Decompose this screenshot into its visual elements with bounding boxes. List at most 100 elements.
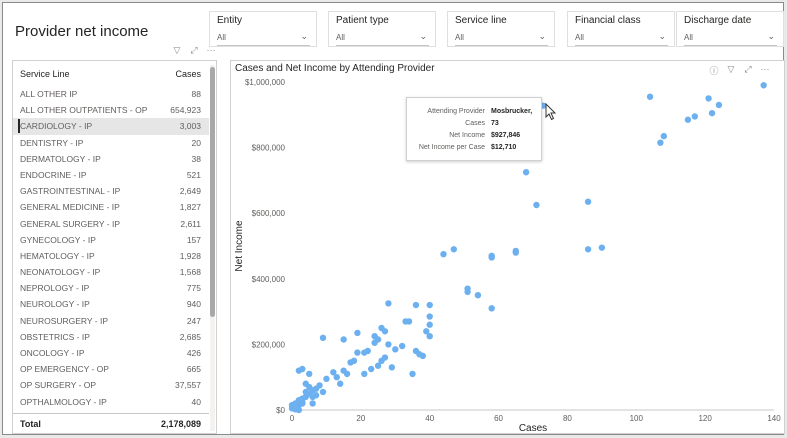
table-row[interactable]: OPTHALMOLOGY - IP 40 xyxy=(13,394,209,410)
data-point[interactable] xyxy=(385,341,392,348)
data-point[interactable] xyxy=(323,375,330,383)
data-point[interactable] xyxy=(309,400,316,407)
data-point[interactable] xyxy=(371,339,378,346)
slicer-dropdown[interactable]: All ⌄ xyxy=(217,31,310,46)
data-point[interactable] xyxy=(488,254,495,261)
data-point[interactable] xyxy=(412,301,420,309)
more-options-icon[interactable]: ··· xyxy=(206,45,216,55)
column-header-cases[interactable]: Cases xyxy=(175,69,201,79)
slicer-dropdown[interactable]: All ⌄ xyxy=(684,31,777,46)
data-point[interactable] xyxy=(715,101,723,109)
slicer-patient-type[interactable]: Patient type All ⌄ xyxy=(328,11,436,47)
data-point[interactable] xyxy=(426,313,433,320)
data-point[interactable] xyxy=(288,401,296,409)
data-point[interactable] xyxy=(584,198,592,205)
data-point[interactable] xyxy=(657,139,664,146)
data-point[interactable] xyxy=(367,365,375,373)
data-point[interactable] xyxy=(312,392,320,399)
data-point[interactable] xyxy=(385,300,392,307)
data-point[interactable] xyxy=(691,113,699,120)
data-point[interactable] xyxy=(464,288,471,296)
data-point[interactable] xyxy=(381,328,389,335)
table-row[interactable]: ENDOCRINE - IP 521 xyxy=(13,167,209,183)
data-point[interactable] xyxy=(512,249,519,256)
data-point[interactable] xyxy=(306,370,313,378)
scrollbar-thumb[interactable] xyxy=(210,67,215,317)
data-point[interactable] xyxy=(299,365,306,373)
filter-icon[interactable]: ▽ xyxy=(727,64,735,74)
filter-icon[interactable]: ▽ xyxy=(173,45,181,55)
data-point[interactable] xyxy=(708,109,716,117)
table-row[interactable]: ALL OTHER OUTPATIENTS - OP 654,923 xyxy=(13,102,209,118)
data-point[interactable] xyxy=(398,342,406,350)
data-point[interactable] xyxy=(354,349,361,356)
data-point[interactable] xyxy=(488,305,495,312)
table-row[interactable]: NEUROSURGERY - IP 247 xyxy=(13,313,209,329)
table-row[interactable]: GENERAL MEDICINE - IP 1,827 xyxy=(13,199,209,215)
slicer-financial-class[interactable]: Financial class All ⌄ xyxy=(567,11,675,47)
data-point[interactable] xyxy=(419,352,427,360)
table-row[interactable]: OP EMERGENCY - OP 665 xyxy=(13,361,209,377)
data-point[interactable] xyxy=(333,374,340,381)
data-point[interactable] xyxy=(533,201,540,209)
data-point[interactable] xyxy=(450,246,458,253)
slicer-entity[interactable]: Entity All ⌄ xyxy=(209,11,317,47)
data-point[interactable] xyxy=(684,116,692,123)
data-point[interactable] xyxy=(295,406,303,414)
data-point[interactable] xyxy=(378,357,385,364)
data-point[interactable] xyxy=(330,369,337,376)
data-point[interactable] xyxy=(374,362,382,369)
more-options-icon[interactable]: ··· xyxy=(760,64,770,74)
table-row[interactable]: DERMATOLOGY - IP 38 xyxy=(13,151,209,167)
table-scrollbar[interactable] xyxy=(210,65,215,431)
data-point[interactable] xyxy=(319,388,327,396)
data-point[interactable] xyxy=(760,82,767,89)
data-point[interactable] xyxy=(388,364,396,371)
data-point[interactable] xyxy=(474,292,482,299)
table-row[interactable]: DENTISTRY - IP 20 xyxy=(13,135,209,151)
data-point[interactable] xyxy=(660,132,668,140)
table-row[interactable]: NEPROLOGY - IP 775 xyxy=(13,280,209,296)
data-point[interactable] xyxy=(440,251,447,258)
slicer-service-line[interactable]: Service line All ⌄ xyxy=(447,11,555,47)
data-point[interactable] xyxy=(598,244,606,251)
table-row[interactable]: ONCOLOGY - IP 426 xyxy=(13,345,209,361)
help-icon[interactable]: ⓘ xyxy=(709,66,719,76)
data-point[interactable] xyxy=(347,359,354,366)
data-point[interactable] xyxy=(340,336,347,343)
data-point[interactable] xyxy=(343,370,351,378)
data-point[interactable] xyxy=(584,246,592,253)
data-point[interactable] xyxy=(409,370,416,378)
data-point[interactable] xyxy=(426,333,433,340)
data-point[interactable] xyxy=(392,346,399,353)
table-row[interactable]: OP SURGERY - OP 37,557 xyxy=(13,377,209,393)
data-point[interactable] xyxy=(361,349,368,356)
data-point[interactable] xyxy=(361,370,368,378)
data-point[interactable] xyxy=(426,321,433,328)
slicer-discharge-date[interactable]: Discharge date All ⌄ xyxy=(676,11,784,47)
data-point[interactable] xyxy=(354,329,361,337)
table-row[interactable]: GENERAL SURGERY - IP 2,611 xyxy=(13,216,209,232)
table-row[interactable]: CARDIOLOGY - IP 3,003 xyxy=(13,118,209,135)
slicer-dropdown[interactable]: All ⌄ xyxy=(455,31,548,46)
focus-mode-icon[interactable]: ⤢ xyxy=(190,45,198,55)
data-point[interactable] xyxy=(522,169,530,176)
data-point[interactable] xyxy=(337,380,344,387)
slicer-dropdown[interactable]: All ⌄ xyxy=(336,31,429,46)
table-row[interactable]: GYNECOLOGY - IP 157 xyxy=(13,232,209,248)
table-row[interactable]: NEUROLOGY - IP 940 xyxy=(13,296,209,312)
data-point[interactable] xyxy=(302,388,309,396)
slicer-dropdown[interactable]: All ⌄ xyxy=(575,31,668,46)
data-point[interactable] xyxy=(405,318,413,325)
table-row[interactable]: GASTROINTESTINAL - IP 2,649 xyxy=(13,183,209,199)
table-row[interactable]: ALL OTHER IP 88 xyxy=(13,86,209,102)
data-point[interactable] xyxy=(705,95,712,102)
column-header-service-line[interactable]: Service Line xyxy=(20,69,70,79)
table-row[interactable]: OBSTETRICS - IP 2,685 xyxy=(13,329,209,345)
table-row[interactable]: NEONATOLOGY - IP 1,568 xyxy=(13,264,209,280)
data-point[interactable] xyxy=(306,383,313,391)
data-point[interactable] xyxy=(426,301,433,309)
focus-mode-icon[interactable]: ⤢ xyxy=(744,64,752,74)
data-point[interactable] xyxy=(423,328,430,335)
data-point[interactable] xyxy=(646,93,654,100)
